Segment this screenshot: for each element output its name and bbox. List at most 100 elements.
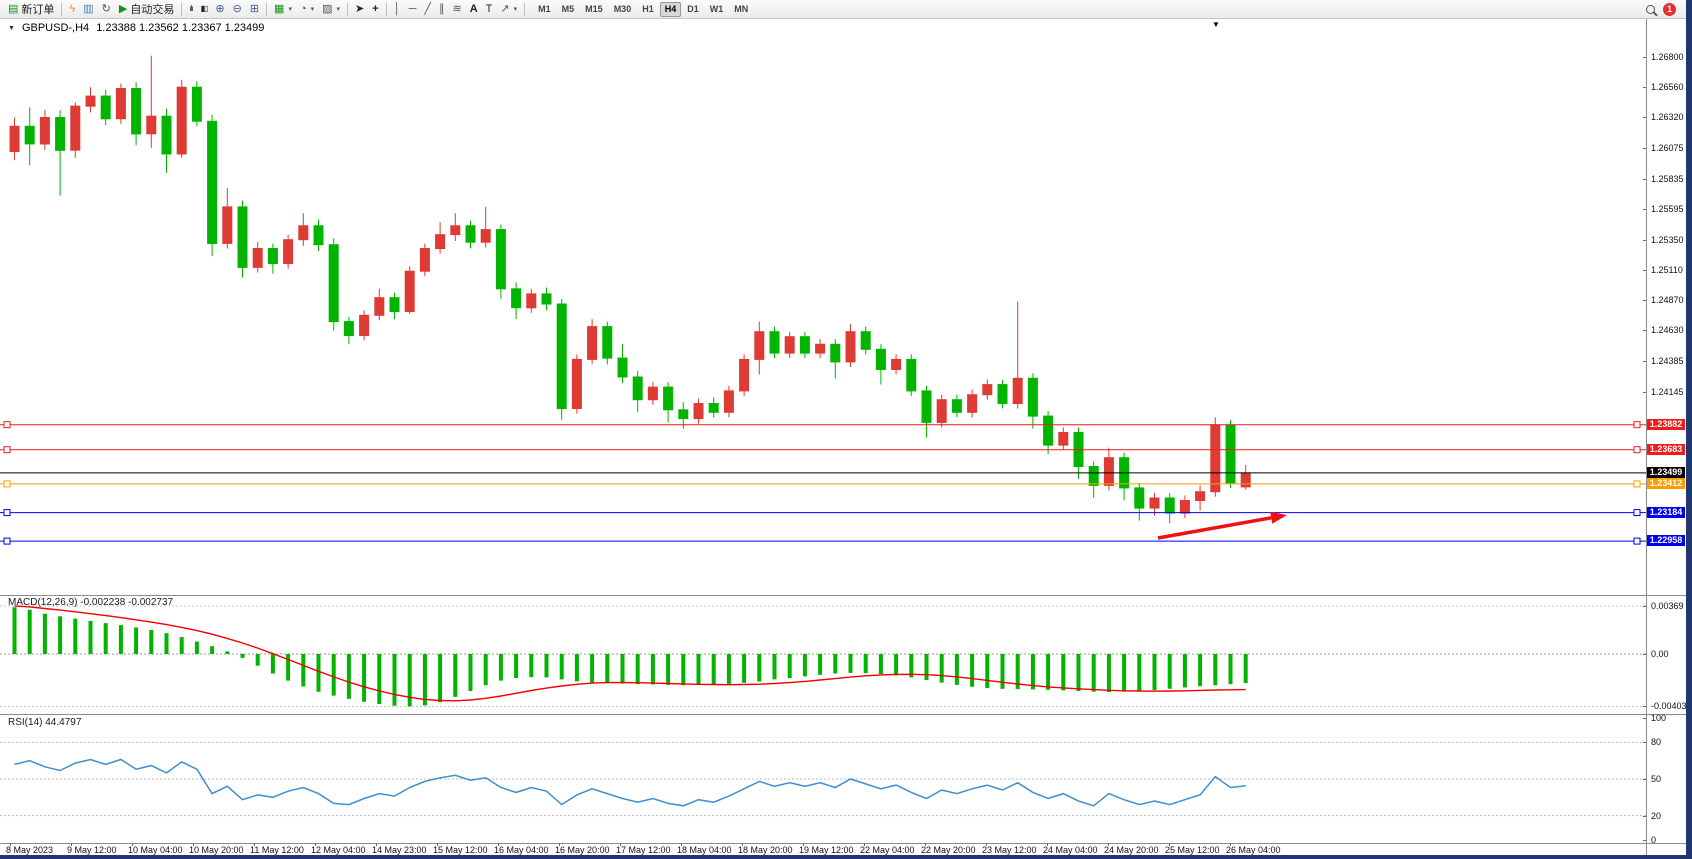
axis-tick-mark [1643, 148, 1646, 149]
timeframe-m1-button[interactable]: M1 [538, 3, 551, 14]
time-tick-mark [498, 843, 499, 846]
horizontal-line-button[interactable]: ─ [405, 1, 421, 18]
channel-button[interactable]: ∥ [435, 1, 449, 18]
panel-separator[interactable] [0, 595, 1686, 596]
timeframe-m15-button[interactable]: M15 [585, 3, 603, 14]
zoom-out-button[interactable]: ⊖ [229, 1, 246, 18]
fibonacci-button[interactable]: ≋ [449, 1, 466, 18]
line-handle[interactable] [1633, 421, 1641, 429]
indicators-button[interactable]: ▦ ▾ [270, 1, 296, 18]
axis-tick-mark [1643, 392, 1646, 393]
time-label: 18 May 20:00 [738, 845, 793, 855]
axis-tick-mark [1643, 300, 1646, 301]
annotation-arrow-head[interactable] [1270, 511, 1287, 524]
zoom-in-icon: ⊕ [215, 2, 225, 15]
refresh-button[interactable]: ↻ [98, 1, 115, 18]
time-label: 9 May 12:00 [67, 845, 117, 855]
price-tick: 1.24145 [1651, 387, 1684, 397]
time-label: 11 May 12:00 [250, 845, 304, 855]
line-handle[interactable] [1633, 446, 1641, 454]
price-axis[interactable]: 1.26800 1.26560 1.26320 1.26075 1.25835 1.255… [1643, 0, 1692, 855]
arrows-tool-button[interactable]: ↗ ▾ [496, 1, 521, 18]
timeframe-m30-button[interactable]: M30 [613, 3, 632, 14]
timeframe-h1-button[interactable]: H1 [642, 3, 654, 14]
candle [693, 403, 704, 420]
candle [389, 297, 400, 313]
axis-tick-mark [1643, 57, 1646, 58]
chevron-down-icon: ▾ [310, 6, 315, 13]
candle [723, 390, 734, 413]
price-tag: 1.23184 [1647, 507, 1685, 518]
price-tick: 1.25835 [1651, 174, 1684, 184]
zoom-in-button[interactable]: ⊕ [211, 1, 228, 18]
text-tool-button[interactable]: A [466, 1, 482, 18]
tile-windows-button[interactable]: ⊞ [246, 1, 263, 18]
symbol-dropdown-icon[interactable]: ▼ [8, 24, 15, 32]
periods-button[interactable]: ◔ ▾ [296, 1, 318, 18]
profiles-button[interactable]: ▥ [79, 1, 97, 18]
chart-candles-button[interactable]: ▮▯ [197, 1, 212, 18]
timeframe-d1-button[interactable]: D1 [687, 3, 699, 14]
auto-trading-button[interactable]: ▶ 自动交易 [115, 1, 178, 18]
trendline-button[interactable]: ╱ [420, 1, 435, 18]
timeframe-h4-button[interactable]: H4 [659, 1, 682, 17]
candle [556, 303, 567, 410]
new-order-label: 新订单 [21, 4, 55, 16]
candle [799, 336, 810, 354]
axis-tick-mark [1643, 718, 1646, 719]
candle [131, 88, 142, 135]
price-axis-separator [1646, 19, 1647, 855]
timeframe-m5-button[interactable]: M5 [561, 3, 575, 14]
toolbar-separator [385, 2, 387, 16]
line-handle[interactable] [3, 509, 11, 517]
timeframe-w1-button[interactable]: W1 [709, 3, 724, 14]
line-handle[interactable] [3, 446, 11, 454]
time-label: 22 May 04:00 [860, 845, 915, 855]
panel-separator[interactable] [0, 714, 1686, 715]
time-label: 12 May 04:00 [311, 845, 366, 855]
time-tick-mark [742, 843, 743, 846]
macd-main-value: -0.002238 [80, 597, 126, 608]
templates-button[interactable]: ▨ ▾ [318, 1, 344, 18]
indicators-icon: ▦ [274, 2, 285, 15]
candle [374, 297, 385, 316]
candlestick-icon: ▮▯ [200, 4, 209, 13]
candle [1088, 466, 1099, 486]
timeframe-mn-button[interactable]: MN [734, 3, 749, 14]
label-tool-button[interactable]: T [482, 1, 497, 18]
toolbar-separator [347, 2, 349, 16]
candle [176, 86, 187, 155]
price-tick: 1.24870 [1651, 295, 1684, 305]
line-handle[interactable] [1633, 509, 1641, 517]
macd-name: MACD(12,26,9) [8, 597, 78, 608]
chart-bars-button[interactable]: ılı [185, 1, 196, 18]
line-handle[interactable] [3, 480, 11, 488]
axis-tick-mark [1643, 270, 1646, 271]
macd-axis-label: 0.00 [1651, 649, 1669, 659]
time-label: 16 May 20:00 [555, 845, 610, 855]
line-handle[interactable] [1633, 537, 1641, 545]
notification-badge[interactable]: 1 [1663, 2, 1676, 16]
toolbar-separator [61, 2, 63, 16]
annotation-arrow-shaft[interactable] [1157, 516, 1272, 540]
price-tag: 1.23882 [1647, 419, 1685, 430]
time-label: 15 May 12:00 [433, 845, 488, 855]
time-axis[interactable]: 8 May 2023 9 May 12:00 10 May 04:00 10 May … [0, 843, 1646, 855]
candle [602, 326, 613, 359]
line-handle[interactable] [1633, 480, 1641, 488]
experts-button[interactable]: ϟ [65, 1, 79, 18]
crosshair-button[interactable]: + [368, 1, 382, 18]
time-tick-mark [620, 843, 621, 846]
timeframe-group: M1 M5 M15 M30 H1 H4 D1 W1 MN [533, 1, 753, 17]
search-button[interactable] [1642, 1, 1659, 18]
vertical-line-button[interactable]: │ [390, 1, 405, 18]
time-label: 22 May 20:00 [921, 845, 976, 855]
line-handle[interactable] [3, 537, 11, 545]
line-handle[interactable] [3, 421, 11, 429]
candle [55, 117, 66, 151]
rsi-axis-label: 100 [1651, 713, 1667, 723]
new-order-button[interactable]: ▤ 新订单 [4, 1, 58, 18]
cursor-button[interactable]: ➤ [351, 1, 368, 18]
price-tag: 1.22958 [1647, 535, 1685, 546]
